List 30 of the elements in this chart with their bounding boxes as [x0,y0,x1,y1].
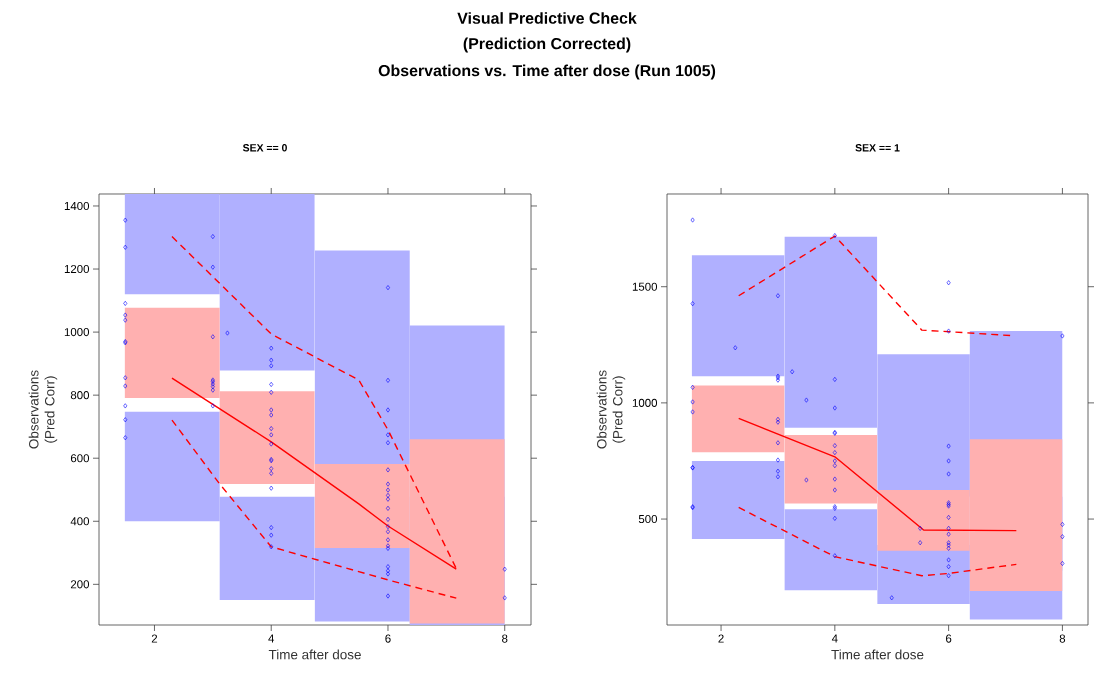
y-tick-label: 1000 [632,398,658,407]
y-tick-label: 400 [70,517,90,526]
chart-title: SEX == 0 [242,144,287,152]
x-tick-label: 6 [946,634,952,643]
x-tick-label: 2 [718,634,724,643]
x-tick-label: 4 [831,634,838,643]
chart-title: SEX == 1 [855,144,900,152]
y-tick-label: 200 [70,580,90,589]
y-tick-label: 1500 [632,282,658,291]
y-tick-label: 1000 [64,328,90,337]
y-axis-title: Observations (Pred Corr) [596,370,626,449]
x-tick-label: 4 [268,634,275,643]
x-tick-label: 6 [385,634,391,643]
y-axis-title: Observations (Pred Corr) [28,370,58,449]
x-axis-title: Time after dose [268,649,361,660]
line-series [737,506,1018,577]
text: (Prediction Corrected) [463,37,631,53]
x-tick-label: 8 [1059,634,1066,643]
y-tick-label: 800 [70,391,90,400]
y-tick-label: 1400 [64,201,90,211]
line-series [171,419,457,599]
y-tick-label: 1200 [64,264,90,274]
text: Observations vs. Time after dose (Run 1005) [378,64,716,80]
line-series [737,417,1018,532]
y-tick-label: 600 [70,454,90,463]
text: Visual Predictive Check [457,12,637,24]
y-tick-label: 500 [638,514,658,524]
x-tick-label: 2 [151,634,158,643]
x-axis-title: Time after dose [831,649,924,660]
x-tick-label: 8 [502,634,508,643]
